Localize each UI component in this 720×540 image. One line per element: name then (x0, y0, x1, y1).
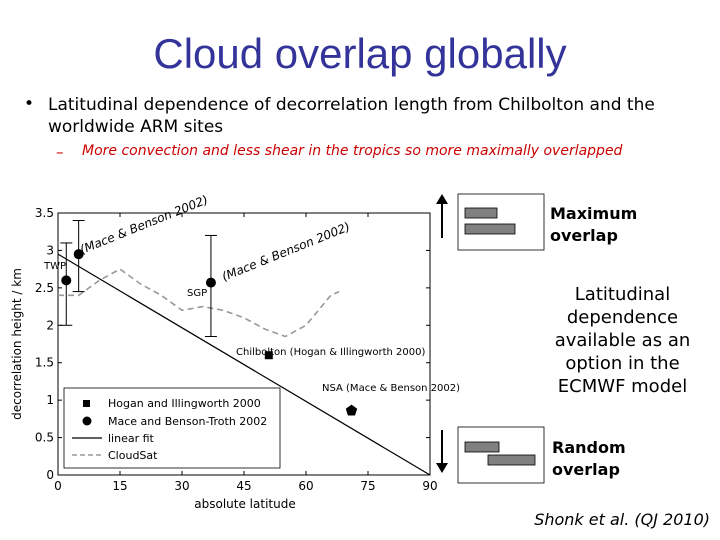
random-overlap-schematic (436, 426, 545, 484)
slide-title: Cloud overlap globally (153, 30, 567, 77)
y-tick-label: 2.5 (35, 281, 54, 295)
sub-bullet: More convection and less shear in the tr… (82, 143, 623, 159)
max-overlap-cloud-bottom (464, 223, 516, 235)
axis-ticks (57, 212, 431, 476)
up-arrow-icon (436, 194, 448, 204)
y-axis-label: decorrelation height / km (10, 268, 24, 420)
annotation-twp-source: (Mace & Benson 2002) (78, 193, 210, 257)
y-tick-label: 0.5 (35, 431, 54, 445)
legend-square-marker (83, 400, 90, 407)
bullet-marker: • (24, 94, 35, 114)
max-overlap-cloud-top (464, 207, 498, 219)
sub-bullet-marker: – (56, 143, 64, 161)
x-tick-label: 60 (298, 479, 313, 493)
data-point-pentagon (345, 404, 358, 416)
y-tick-label: 3 (46, 243, 54, 257)
x-tick-label: 15 (112, 479, 127, 493)
legend-circle-marker (82, 416, 92, 426)
data-point-circle (205, 277, 216, 288)
data-markers (61, 249, 358, 416)
x-tick-label: 30 (174, 479, 189, 493)
latitudinal-dependence-note: Latitudinal dependence available as an o… (554, 284, 691, 397)
annotation-sgp: SGP (187, 288, 207, 299)
x-axis-label: absolute latitude (194, 497, 295, 511)
annotation-chilbolton: Chilbolton (Hogan & Illingworth 2000) (236, 347, 425, 358)
down-arrow-icon (436, 463, 448, 473)
x-tick-labels: 0 15 30 45 60 75 90 (54, 479, 437, 493)
annotation-twp: TWP (43, 261, 66, 272)
legend-entry-fit: linear fit (108, 432, 155, 445)
citation: Shonk et al. (QJ 2010) (534, 510, 710, 529)
chart-legend: Hogan and Illingworth 2000 Mace and Bens… (63, 387, 281, 469)
maximum-overlap-label: Maximum overlap (550, 204, 638, 245)
legend-entry-hogan: Hogan and Illingworth 2000 (108, 397, 261, 410)
y-tick-label: 1 (46, 393, 54, 407)
y-tick-label: 2 (46, 318, 54, 332)
series-linear-fit-line (57, 253, 431, 476)
legend-entry-mace: Mace and Benson-Troth 2002 (108, 415, 267, 428)
y-tick-label: 0 (46, 468, 54, 482)
max-overlap-frame (457, 193, 545, 251)
x-tick-label: 45 (236, 479, 251, 493)
main-bullet: Latitudinal dependence of decorrelation … (48, 95, 655, 137)
x-tick-label: 0 (54, 479, 62, 493)
random-overlap-cloud-top (464, 441, 500, 453)
y-tick-labels: 0 0.5 1 1.5 2 2.5 3 3.5 (35, 206, 54, 482)
maximum-overlap-schematic (436, 193, 545, 251)
data-point-circle (61, 275, 72, 286)
random-overlap-cloud-bottom (487, 454, 536, 466)
annotation-sgp-source: (Mace & Benson 2002) (220, 220, 352, 284)
legend-entry-cloudsat: CloudSat (108, 449, 158, 462)
x-tick-label: 75 (360, 479, 375, 493)
series-cloudsat-line (58, 268, 340, 338)
y-tick-label: 1.5 (35, 356, 54, 370)
random-overlap-label: Random overlap (552, 438, 626, 479)
data-point-square (264, 351, 273, 360)
data-point-circle (73, 249, 84, 260)
y-tick-label: 3.5 (35, 206, 54, 220)
annotation-nsa: NSA (Mace & Benson 2002) (322, 383, 460, 394)
x-tick-label: 90 (422, 479, 437, 493)
error-bars (60, 219, 217, 338)
